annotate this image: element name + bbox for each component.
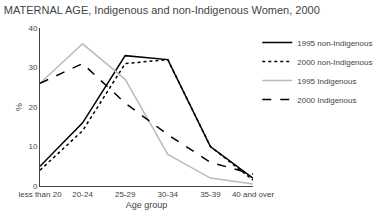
svg-text:2000 Indigenous: 2000 Indigenous [297, 96, 356, 105]
svg-text:less than 20: less than 20 [18, 190, 62, 199]
svg-text:25-29: 25-29 [115, 190, 136, 199]
svg-text:10: 10 [28, 142, 37, 151]
svg-text:35-39: 35-39 [200, 190, 221, 199]
svg-text:0: 0 [33, 182, 38, 191]
svg-text:30-34: 30-34 [158, 190, 179, 199]
svg-text:2000 non-Indigenous: 2000 non-Indigenous [297, 58, 372, 67]
svg-text:20-24: 20-24 [72, 190, 93, 199]
svg-text:1995 Indigenous: 1995 Indigenous [297, 77, 356, 86]
svg-text:30: 30 [28, 63, 37, 72]
svg-text:40 and over: 40 and over [232, 190, 275, 199]
svg-text:MATERNAL AGE, Indigenous and n: MATERNAL AGE, Indigenous and non-Indigen… [4, 4, 320, 16]
svg-text:20: 20 [28, 103, 37, 112]
svg-text:Age group: Age group [126, 200, 168, 210]
svg-text:1995 non-Indigenous: 1995 non-Indigenous [297, 39, 372, 48]
svg-text:40: 40 [28, 24, 37, 33]
svg-text:%: % [14, 103, 24, 111]
